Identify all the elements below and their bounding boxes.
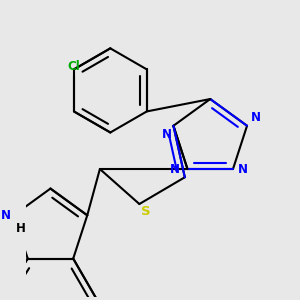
Text: Cl: Cl bbox=[68, 60, 80, 73]
Text: N: N bbox=[251, 111, 261, 124]
Text: N: N bbox=[162, 128, 172, 140]
Text: S: S bbox=[142, 205, 151, 218]
Text: N: N bbox=[238, 163, 248, 176]
Text: H: H bbox=[15, 222, 25, 235]
Text: N: N bbox=[1, 209, 11, 222]
Text: N: N bbox=[170, 163, 180, 176]
